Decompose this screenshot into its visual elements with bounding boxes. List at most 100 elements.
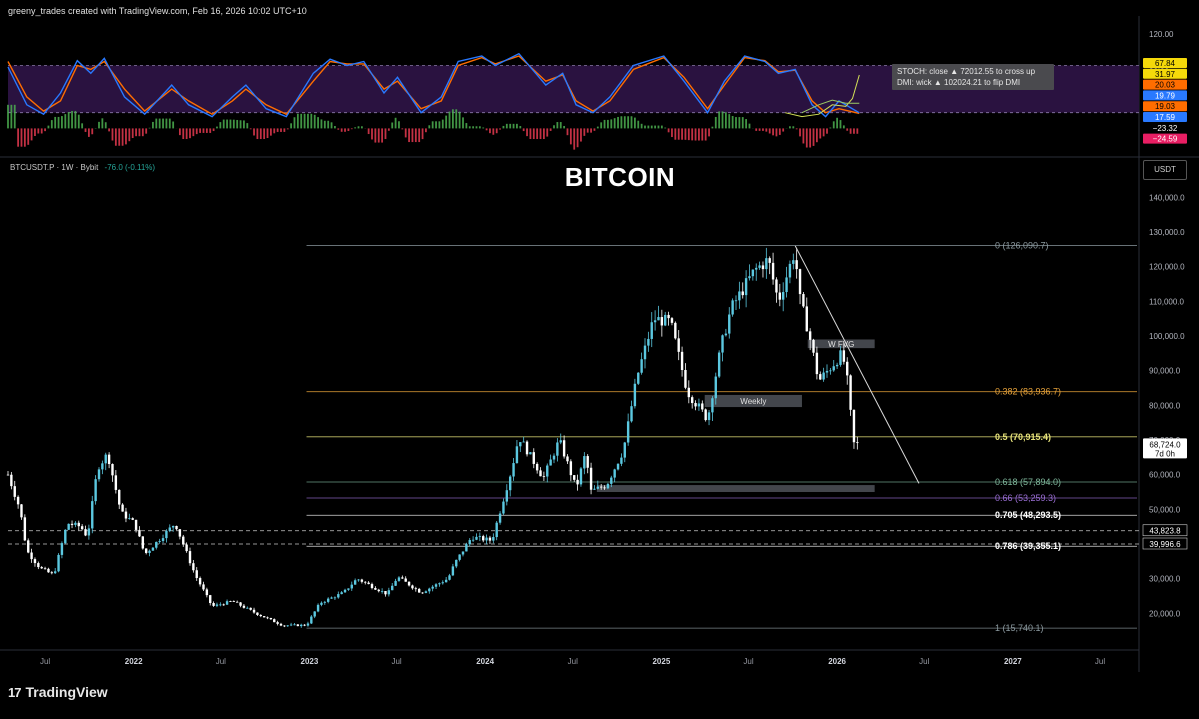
candle-body: [14, 486, 16, 497]
candle-body: [283, 626, 285, 627]
candle-body: [24, 517, 26, 540]
candle-body: [327, 599, 329, 602]
candle-body: [704, 409, 706, 420]
histogram-bar: [519, 126, 521, 128]
histogram-bar: [236, 120, 238, 128]
candle-body: [846, 362, 848, 376]
symbol-legend[interactable]: BTCUSDT.P · 1W · Bybit -76.0 (-0.11%): [10, 163, 155, 172]
candle-body: [509, 477, 511, 491]
histogram-bar: [230, 120, 232, 129]
candle-body: [233, 601, 235, 602]
histogram-bar: [503, 126, 505, 128]
histogram-bar: [496, 128, 498, 133]
histogram-bar: [223, 120, 225, 129]
candle-body: [266, 617, 268, 618]
time-tick-label: 2022: [125, 657, 143, 666]
histogram-bar: [324, 121, 326, 129]
candle-body: [364, 582, 366, 583]
candle-body: [297, 624, 299, 626]
histogram-bar: [300, 114, 302, 129]
candle-body: [698, 403, 700, 406]
histogram-bar: [776, 128, 778, 136]
candle-body: [630, 406, 632, 421]
candle-body: [128, 518, 130, 519]
candle-body: [94, 479, 96, 501]
histogram-bar: [658, 126, 660, 129]
time-tick-label: 2025: [652, 657, 670, 666]
histogram-bar: [341, 128, 343, 131]
histogram-bar: [358, 126, 360, 128]
histogram-bar: [681, 128, 683, 139]
histogram-bar: [280, 128, 282, 132]
candle-body: [556, 442, 558, 455]
candle-body: [415, 588, 417, 589]
candle-body: [536, 464, 538, 470]
histogram-bar: [803, 128, 805, 143]
histogram-bar: [597, 127, 599, 129]
histogram-bar: [277, 128, 279, 132]
candle-body: [826, 371, 828, 373]
candle-body: [775, 279, 777, 292]
time-tick-label: 2024: [476, 657, 494, 666]
candle-body: [337, 594, 339, 597]
candle-body: [111, 464, 113, 475]
candle-body: [580, 468, 582, 484]
candle-body: [10, 475, 12, 486]
histogram-bar: [51, 120, 53, 128]
histogram-bar: [304, 114, 306, 129]
candle-body: [651, 322, 653, 339]
histogram-bar: [685, 128, 687, 139]
histogram-bar: [607, 120, 609, 128]
candle-body: [44, 568, 46, 569]
histogram-bar: [759, 128, 761, 130]
histogram-bar: [705, 128, 707, 140]
candle-body: [795, 260, 797, 269]
candle-body: [118, 490, 120, 505]
candle-body: [593, 489, 595, 490]
oscillator-value-label: 17.59: [1155, 113, 1176, 122]
histogram-bar: [799, 128, 801, 136]
candle-body: [681, 352, 683, 370]
candle-body: [138, 530, 140, 536]
histogram-bar: [152, 122, 154, 128]
candle-body: [179, 529, 181, 536]
histogram-bar: [573, 128, 575, 149]
candle-body: [748, 276, 750, 278]
candle-body: [634, 384, 636, 406]
histogram-bar: [240, 120, 242, 128]
candle-body: [7, 475, 9, 476]
histogram-bar: [101, 118, 103, 128]
histogram-bar: [540, 128, 542, 139]
time-tick-label: Jul: [216, 657, 226, 666]
histogram-bar: [61, 116, 63, 128]
candle-body: [357, 580, 359, 581]
histogram-bar: [71, 111, 73, 128]
fib-level-label: 0.786 (39,355.1): [995, 541, 1061, 551]
histogram-bar: [813, 128, 815, 146]
histogram-bar: [546, 128, 548, 136]
oscillator-value-label: 31.97: [1155, 70, 1176, 79]
histogram-bar: [321, 119, 323, 128]
candle-body: [738, 291, 740, 300]
histogram-bar: [459, 112, 461, 129]
candle-body: [836, 365, 838, 366]
histogram-bar: [263, 128, 265, 139]
unit-badge[interactable]: USDT: [1143, 160, 1187, 180]
histogram-bar: [445, 116, 447, 129]
tradingview-logo[interactable]: 17 TradingView: [8, 684, 108, 700]
candle-body: [489, 538, 491, 541]
histogram-bar: [166, 119, 168, 129]
oscillator-info-box: STOCH: close ▲ 72012.55 to cross up DMI:…: [892, 64, 1054, 90]
histogram-bar: [189, 128, 191, 138]
histogram-bar: [128, 128, 130, 141]
candle-body: [17, 497, 19, 504]
histogram-bar: [432, 121, 434, 128]
histogram-bar: [604, 120, 606, 128]
histogram-bar: [37, 128, 39, 133]
candle-body: [263, 616, 265, 617]
candle-body: [752, 270, 754, 277]
candle-body: [816, 353, 818, 374]
candle-body: [583, 456, 585, 468]
